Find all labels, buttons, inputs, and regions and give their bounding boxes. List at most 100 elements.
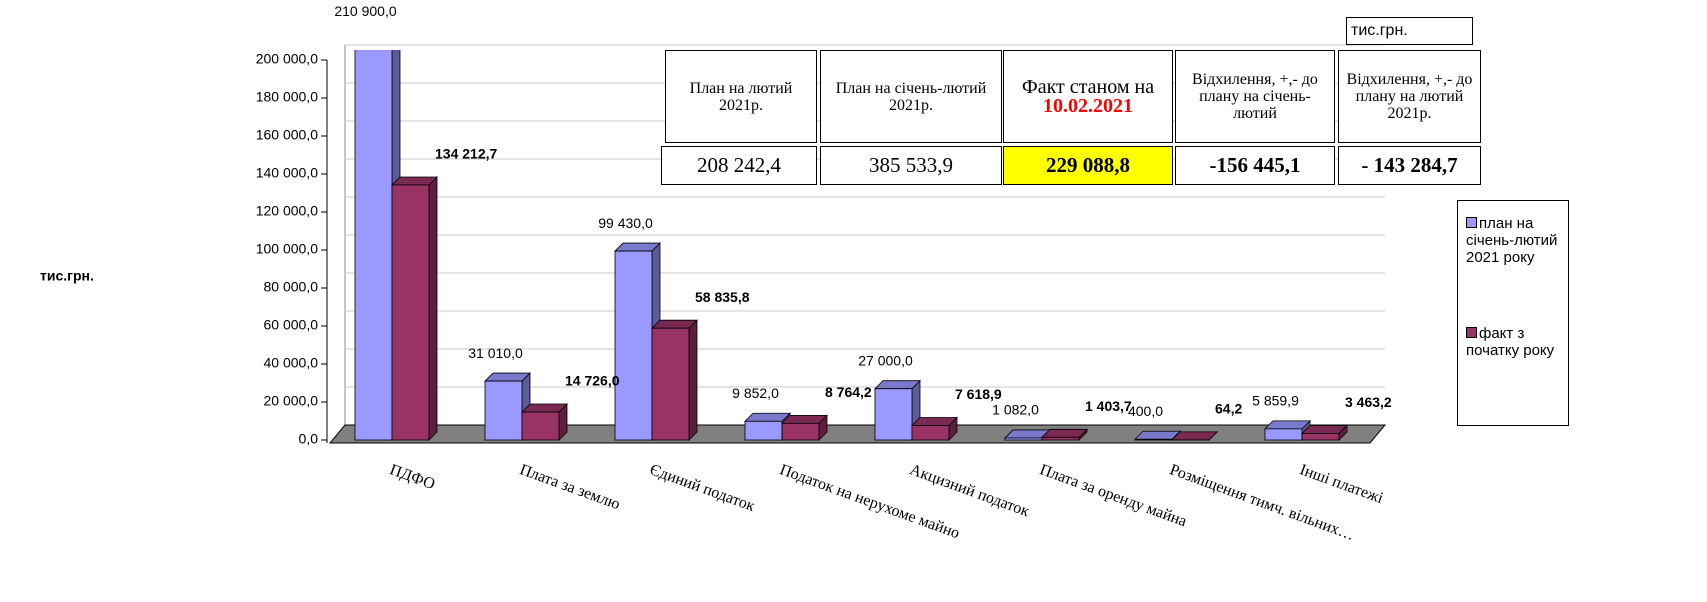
bar [781,414,828,441]
data-label: 99 430,0 [598,215,653,231]
x-tick-label: ПДФО [387,461,437,493]
bar-top [614,242,661,252]
bar [1041,428,1088,441]
bar-top [781,414,828,424]
data-label: 400,0 [1128,403,1163,419]
bar [1171,430,1218,441]
data-label: 8 764,2 [825,384,872,400]
y-tick-label: 200 000,0 [256,51,318,67]
bar-front [391,184,430,441]
table-header: Відхилення, +,- до плану на лютий 2021р. [1338,50,1481,143]
bar-top [1134,430,1181,440]
bar-front [484,380,523,441]
legend-label: план на січень-лютий 2021 року [1466,215,1558,266]
bar-top [484,372,531,382]
x-tick-label: Інші платежі [1297,461,1386,507]
bar-top [1264,420,1311,430]
bar-top [1041,428,1088,438]
table-value: 385 533,9 [820,146,1002,185]
bar-front [1301,433,1340,441]
x-tick-label: Плата за оренду майна [1037,461,1189,530]
value-text: 208 242,4 [697,153,781,177]
y-tick-label: 80 000,0 [264,279,319,295]
y-tick-label: 20 000,0 [264,393,319,409]
header-date: 10.02.2021 [1043,94,1133,117]
data-label: 64,2 [1215,401,1242,417]
bar-front [651,327,690,441]
bar [651,319,698,441]
y-tick-label: 180 000,0 [256,89,318,105]
y-tick-label: 140 000,0 [256,165,318,181]
bar-front [1134,438,1173,441]
table-value: 208 242,4 [661,146,817,185]
bar-front [874,388,913,441]
data-label: 7 618,9 [955,386,1002,402]
data-label: 9 852,0 [732,385,779,401]
bar-side [688,319,698,441]
bar [911,416,958,441]
legend-item: факт з початку року [1466,325,1570,359]
value-text: 229 088,8 [1046,153,1130,177]
unit-text: тис.грн. [1351,22,1408,39]
bar-top [391,176,438,186]
bar-front [1264,428,1303,441]
data-label: 3 463,2 [1345,394,1392,410]
table-header: Факт станом на 10.02.2021 [1003,50,1173,143]
table-value: - 143 284,7 [1338,146,1481,185]
bar-front [1004,437,1043,441]
bar-side [428,176,438,441]
header-text: Відхилення, +,- до плану на січень-лютий [1192,71,1318,122]
legend-item: план на січень-лютий 2021 року [1466,215,1570,266]
legend-swatch [1466,327,1477,338]
table-unit: тис.грн. [1346,17,1473,45]
header-text: План на лютий 2021р. [689,79,793,114]
data-label: 58 835,8 [695,289,750,305]
bar [1301,424,1348,441]
y-tick-label: 160 000,0 [256,127,318,143]
header-text: Факт станом на 10.02.2021 [1010,75,1166,117]
header-text: Відхилення, +,- до плану на лютий 2021р. [1346,71,1473,122]
bar-front [911,425,950,441]
bars [354,31,1348,441]
data-label: 134 212,7 [435,146,497,162]
legend-swatch [1466,217,1477,228]
bar-front [614,250,653,441]
x-tick-label: Плата за землю [517,461,622,513]
bar-front [1041,436,1080,441]
y-tick-label: 100 000,0 [256,241,318,257]
floor [328,424,1387,444]
y-tick-label: 60 000,0 [264,317,319,333]
table-value: -156 445,1 [1175,146,1335,185]
data-label: 27 000,0 [858,352,913,368]
data-label: 5 859,9 [1252,393,1299,409]
bar [521,403,568,441]
data-label: 31 010,0 [468,345,523,361]
table-header: План на лютий 2021р. [665,50,817,143]
y-tick-label: 0,0 [299,431,319,447]
value-text: 385 533,9 [869,153,953,177]
y-tick-label: 40 000,0 [264,355,319,371]
header-text: Факт станом на [1021,75,1155,98]
bar-top [1171,431,1218,441]
data-label: 14 726,0 [565,373,620,389]
bar-front [354,50,393,441]
bar-top [651,319,698,329]
bar-front [781,422,820,441]
data-label: 1 082,0 [992,402,1039,418]
table-header: План на січень-лютий 2021р. [820,50,1002,143]
bar-front [521,411,560,441]
legend: план на січень-лютий 2021 року факт з поч… [1457,200,1569,426]
data-label: 1 403,7 [1085,398,1132,414]
bar-top [355,31,400,39]
bar-top [874,380,921,390]
table-header: Відхилення, +,- до плану на січень-лютий [1175,50,1335,143]
bar-top [521,403,568,413]
y-axis-label: тис.грн. [40,268,94,284]
bar-front [744,420,783,441]
bar [391,176,438,441]
header-text: План на січень-лютий 2021р. [835,79,987,114]
legend-label: факт з початку року [1466,325,1555,359]
bar-top [1301,425,1348,434]
